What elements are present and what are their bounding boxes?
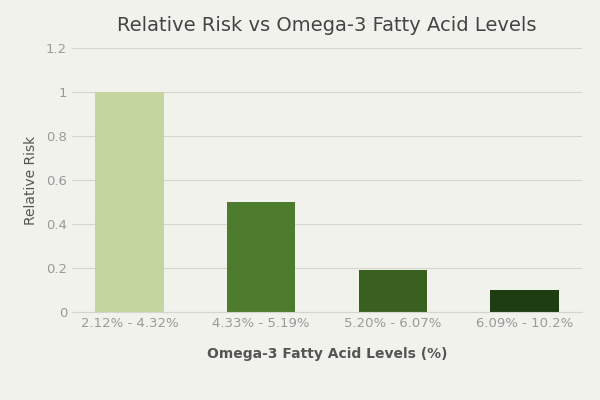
X-axis label: Omega-3 Fatty Acid Levels (%): Omega-3 Fatty Acid Levels (%): [207, 346, 447, 360]
Bar: [95, 92, 164, 312]
Bar: [359, 270, 427, 312]
Bar: [227, 202, 295, 312]
Title: Relative Risk vs Omega-3 Fatty Acid Levels: Relative Risk vs Omega-3 Fatty Acid Leve…: [117, 16, 537, 35]
Bar: [490, 290, 559, 312]
Y-axis label: Relative Risk: Relative Risk: [23, 135, 38, 225]
